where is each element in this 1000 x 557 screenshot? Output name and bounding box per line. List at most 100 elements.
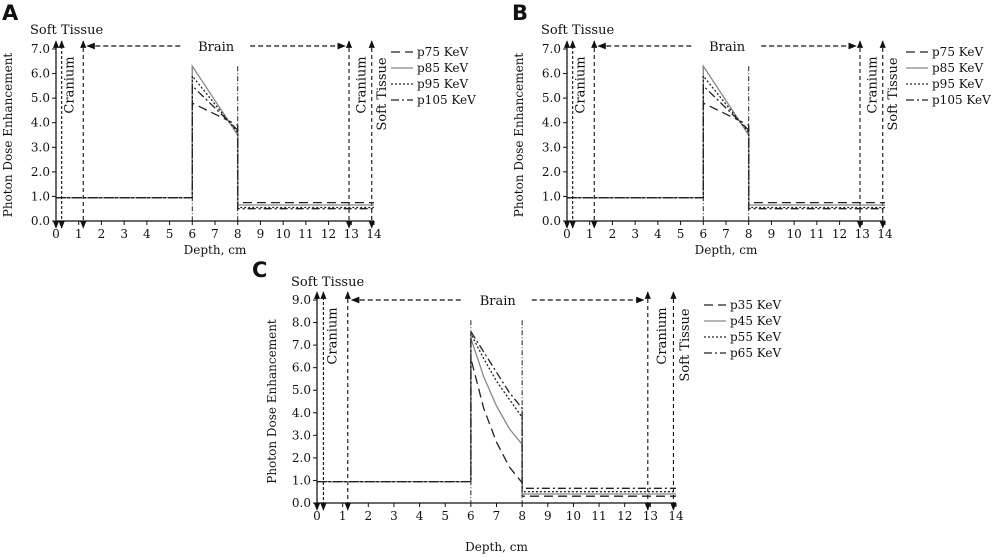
brain-label: Brain: [198, 40, 235, 55]
y-tick-label: 3.0: [542, 140, 561, 154]
x-tick-label: 7: [493, 509, 501, 523]
x-tick-label: 2: [609, 227, 617, 241]
y-tick-label: 2.0: [31, 165, 50, 179]
y-tick-label: 3.0: [292, 428, 311, 442]
x-tick-label: 0: [563, 227, 571, 241]
series-line-p75-kev: [567, 102, 885, 204]
series-line-p105-kev: [567, 84, 885, 210]
series-line-p55-kev: [317, 333, 676, 493]
x-tick-label: 5: [166, 227, 174, 241]
y-tick-label: 7.0: [292, 338, 311, 352]
y-tick-label: 6.0: [542, 67, 561, 81]
cranium-right-label: Cranium: [655, 307, 670, 364]
panel-a: A0.01.02.03.04.05.06.07.00 1 2 3 4 5 6 7 8 9 10 11 1…: [1, 1, 476, 257]
y-axis-title: Photon Dose Enhancement: [512, 53, 526, 218]
x-tick-label: 2: [98, 227, 106, 241]
x-tick-label: 2: [364, 509, 372, 523]
cranium-right-label: Cranium: [355, 56, 370, 113]
x-tick-label: 9: [768, 227, 776, 241]
x-tick-label: 8: [234, 227, 242, 241]
panel-b: B0.01.02.03.04.05.06.07.00 1 2 3 4 5 6 7 8 9 10 11 1…: [512, 1, 991, 257]
x-tick-label: 10: [276, 227, 291, 241]
x-tick-label: 10: [787, 227, 802, 241]
series-line-p105-kev: [56, 84, 374, 210]
x-tick-label: 14: [366, 227, 382, 241]
series-line-p85-kev: [56, 64, 374, 206]
series-line-p85-kev: [567, 64, 885, 206]
x-tick-label: 14: [877, 227, 893, 241]
x-tick-label: 12: [832, 227, 847, 241]
legend-label: p85 KeV: [417, 61, 469, 75]
series-line-p95-kev: [567, 74, 885, 209]
y-tick-label: 1.0: [542, 189, 561, 203]
cranium-left-label: Cranium: [63, 56, 78, 113]
x-tick-label: 13: [855, 227, 870, 241]
soft-tissue-top-label: Soft Tissue: [291, 275, 364, 290]
legend-label: p45 KeV: [730, 314, 782, 328]
soft-tissue-top-label: Soft Tissue: [30, 23, 103, 38]
panel-letter: B: [512, 1, 528, 25]
x-tick-label: 3: [120, 227, 128, 241]
series-line-p95-kev: [56, 74, 374, 209]
panel-c: C0.01.02.03.04.05.06.07.08.09.00 1 2 3 4 5 6 7 8…: [252, 258, 782, 554]
x-tick-label: 11: [591, 509, 606, 523]
y-tick-label: 6.0: [292, 361, 311, 375]
y-tick-label: 8.0: [292, 316, 311, 330]
y-tick-label: 4.0: [542, 116, 561, 130]
x-tick-label: 8: [518, 509, 526, 523]
y-axis-title: Photon Dose Enhancement: [1, 53, 15, 218]
y-tick-label: 9.0: [292, 293, 311, 307]
legend-label: p65 KeV: [730, 346, 782, 360]
y-tick-label: 6.0: [31, 67, 50, 81]
brain-label: Brain: [480, 294, 517, 309]
legend-label: p75 KeV: [932, 45, 984, 59]
x-tick-label: 5: [441, 509, 449, 523]
series-line-p35-kev: [317, 358, 676, 497]
y-tick-label: 7.0: [31, 42, 50, 56]
x-tick-label: 11: [298, 227, 313, 241]
panel-letter: A: [2, 1, 19, 25]
y-tick-label: 7.0: [542, 42, 561, 56]
series-line-p65-kev: [317, 329, 676, 489]
y-tick-label: 4.0: [292, 406, 311, 420]
x-tick-label: 5: [677, 227, 685, 241]
series-line-p75-kev: [56, 102, 374, 204]
x-tick-label: 8: [745, 227, 753, 241]
y-tick-label: 0.0: [31, 214, 50, 228]
y-tick-label: 2.0: [542, 165, 561, 179]
soft-tissue-right-label: Soft Tissue: [678, 308, 693, 381]
legend-label: p95 KeV: [417, 77, 469, 91]
x-tick-label: 6: [188, 227, 196, 241]
legend-label: p85 KeV: [932, 61, 984, 75]
y-tick-label: 0.0: [542, 214, 561, 228]
cranium-left-label: Cranium: [574, 56, 589, 113]
y-tick-label: 1.0: [31, 189, 50, 203]
y-axis-title: Photon Dose Enhancement: [265, 319, 279, 484]
x-tick-label: 0: [52, 227, 60, 241]
y-tick-label: 0.0: [292, 496, 311, 510]
x-tick-label: 6: [467, 509, 475, 523]
x-tick-label: 1: [75, 227, 83, 241]
panel-letter: C: [252, 258, 267, 282]
x-tick-label: 4: [143, 227, 151, 241]
x-tick-label: 1: [339, 509, 347, 523]
x-axis-title: Depth, cm: [465, 540, 528, 554]
x-tick-label: 9: [257, 227, 265, 241]
soft-tissue-top-label: Soft Tissue: [541, 23, 614, 38]
y-tick-label: 5.0: [31, 91, 50, 105]
y-tick-label: 1.0: [292, 473, 311, 487]
soft-tissue-right-label: Soft Tissue: [886, 57, 901, 130]
x-axis-title: Depth, cm: [184, 243, 247, 257]
x-tick-label: 4: [416, 509, 424, 523]
x-tick-label: 7: [722, 227, 730, 241]
legend-label: p95 KeV: [932, 77, 984, 91]
x-tick-label: 12: [617, 509, 632, 523]
soft-tissue-right-label: Soft Tissue: [375, 57, 390, 130]
x-tick-label: 7: [211, 227, 219, 241]
x-tick-label: 9: [544, 509, 552, 523]
x-tick-label: 1: [586, 227, 594, 241]
x-tick-label: 10: [566, 509, 581, 523]
x-tick-label: 6: [699, 227, 707, 241]
cranium-left-label: Cranium: [325, 307, 340, 364]
x-axis-title: Depth, cm: [695, 243, 758, 257]
